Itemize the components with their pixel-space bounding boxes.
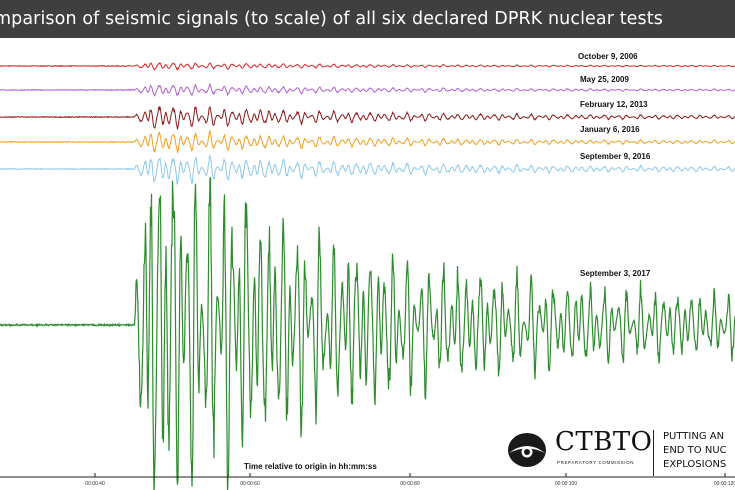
chart-title: mparison of seismic signals (to scale) o… (0, 9, 663, 29)
logo-divider (653, 430, 654, 476)
time-axis: 00:00:40 00:00:60 00:00:80 00:00:100 00:00:1… (0, 473, 735, 487)
x-tick-label-1: 00:00:40 (85, 481, 105, 487)
logo-slogan: PUTTING AN END TO NUC EXPLOSIONS (663, 430, 727, 472)
trace-label-3: February 12, 2013 (580, 100, 648, 109)
trace-6 (0, 177, 735, 490)
x-tick-label-2: 00:00:60 (240, 481, 260, 487)
x-tick-label-3: 00:00:80 (400, 481, 420, 487)
trace-label-6: September 3, 2017 (580, 269, 651, 278)
trace-label-2: May 25, 2009 (580, 75, 629, 84)
slogan-line-2: END TO NUC (663, 445, 727, 456)
traces-group (0, 62, 735, 490)
x-tick-label-5: 00:00:120 (714, 481, 735, 487)
chart-title-bar: mparison of seismic signals (to scale) o… (0, 0, 735, 38)
slogan-line-3: EXPLOSIONS (663, 459, 727, 470)
trace-labels-group: October 9, 2006 May 25, 2009 February 12, … (578, 52, 651, 278)
logo-subtitle: PREPARATORY COMMISSION (557, 460, 635, 465)
seismic-plot: October 9, 2006 May 25, 2009 February 12, … (0, 52, 735, 490)
ctbto-emblem-icon (508, 433, 546, 467)
trace-2 (0, 82, 735, 97)
trace-label-4: January 6, 2016 (580, 125, 640, 134)
trace-1 (0, 62, 735, 72)
trace-3 (0, 105, 735, 130)
trace-label-5: September 9, 2016 (580, 152, 651, 161)
slogan-line-1: PUTTING AN (663, 431, 725, 442)
trace-4 (0, 129, 735, 154)
x-tick-label-4: 00:00:100 (555, 481, 577, 487)
x-axis-label: Time relative to origin in hh:mm:ss (244, 462, 377, 471)
logo-name: CTBTO (555, 427, 653, 457)
trace-label-1: October 9, 2006 (578, 52, 638, 61)
trace-5 (0, 154, 735, 185)
ctbto-logo: CTBTO PREPARATORY COMMISSION PUTTING AN … (505, 424, 735, 482)
